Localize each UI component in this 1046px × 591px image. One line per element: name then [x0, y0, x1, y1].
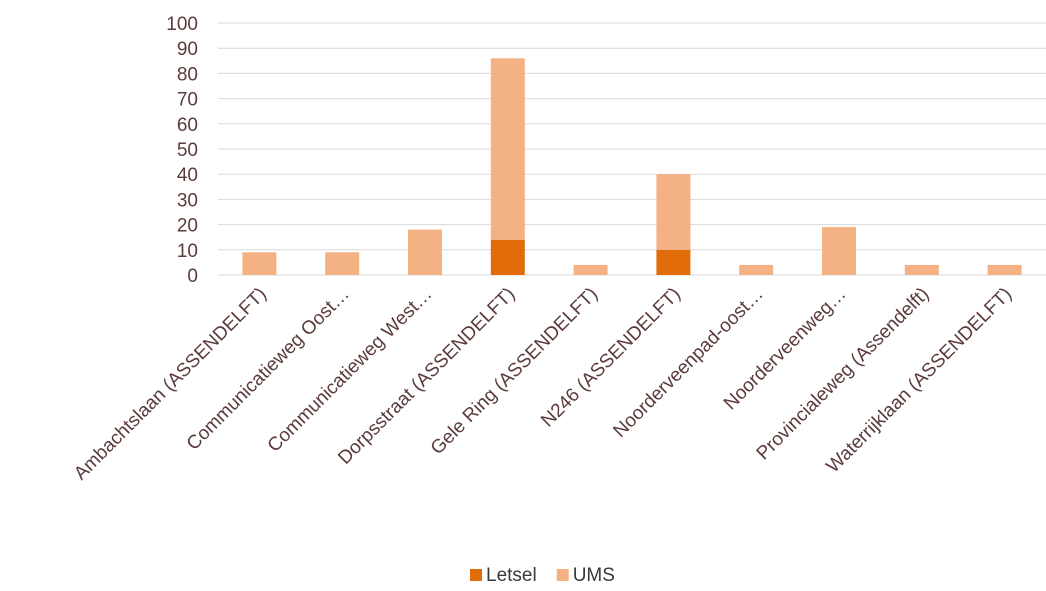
bar-ums-8: [904, 264, 939, 275]
bar-ums-0: [242, 252, 277, 275]
bar-ums-3: [490, 58, 525, 240]
y-tick-label: 30: [177, 190, 198, 211]
x-axis-labels: Ambachtslaan (ASSENDELFT)Communicatieweg…: [70, 284, 1016, 485]
bar-ums-2: [408, 229, 442, 275]
x-category-label: Dorpsstraat (ASSENDELFT): [334, 284, 519, 469]
y-tick-label: 70: [177, 90, 198, 111]
legend: Letsel UMS: [470, 565, 615, 586]
y-tick-label: 40: [177, 165, 198, 186]
legend-swatch-letsel: [470, 569, 482, 581]
y-tick-label: 90: [177, 39, 198, 60]
legend-swatch-ums: [556, 569, 569, 581]
y-tick-label: 50: [177, 140, 198, 161]
y-tick-label: 0: [187, 266, 198, 287]
x-category-label: Provincialeweg (Assendelft): [753, 284, 934, 465]
bar-ums-9: [987, 264, 1022, 275]
x-category-label: Gele Ring (ASSENDELFT): [427, 284, 602, 459]
x-category-label: Communicatieweg Oost…: [183, 284, 354, 455]
bars: [242, 58, 1022, 275]
gridlines: [218, 22, 1046, 276]
x-category-label: Waterrijklaan (ASSENDELFT): [823, 284, 1017, 478]
x-category-label: Communicatieweg West…: [264, 284, 437, 457]
bar-letsel-3: [490, 239, 525, 275]
x-category-label: Noorderveenpad-oost…: [609, 284, 767, 442]
bar-ums-1: [325, 252, 360, 275]
bar-ums-6: [739, 264, 774, 275]
bar-ums-5: [656, 174, 691, 250]
y-tick-label: 80: [177, 64, 198, 85]
y-tick-label: 10: [177, 241, 198, 262]
x-category-label: N246 (ASSENDELFT): [537, 284, 685, 432]
y-axis-ticks: 0 10 20 30 40 50 60 70 80 90 100: [166, 14, 198, 287]
y-tick-label: 100: [166, 14, 198, 35]
bar-ums-7: [822, 227, 856, 275]
bar-ums-4: [573, 264, 608, 275]
y-tick-label: 60: [177, 115, 198, 136]
legend-label-ums: UMS: [573, 565, 615, 586]
y-tick-label: 20: [177, 216, 198, 237]
bar-letsel-5: [656, 249, 691, 275]
legend-label-letsel: Letsel: [486, 565, 537, 586]
